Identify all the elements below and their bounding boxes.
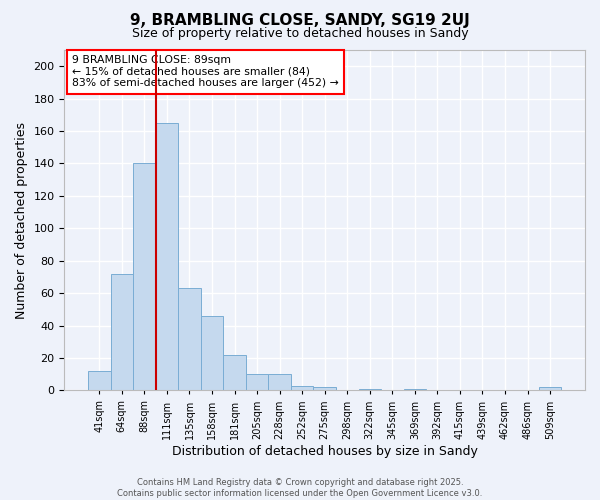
Bar (246, 374, 268, 390)
Bar (313, 387, 336, 390)
Bar (223, 355, 246, 390)
Bar (133, 164, 155, 390)
Text: 9, BRAMBLING CLOSE, SANDY, SG19 2UJ: 9, BRAMBLING CLOSE, SANDY, SG19 2UJ (130, 12, 470, 28)
Bar (88, 371, 110, 390)
Bar (201, 316, 223, 390)
Bar (268, 374, 291, 390)
Bar (178, 288, 201, 390)
Text: Size of property relative to detached houses in Sandy: Size of property relative to detached ho… (131, 28, 469, 40)
Text: 9 BRAMBLING CLOSE: 89sqm
← 15% of detached houses are smaller (84)
83% of semi-d: 9 BRAMBLING CLOSE: 89sqm ← 15% of detach… (72, 55, 339, 88)
Bar (110, 274, 133, 390)
Bar (404, 389, 426, 390)
Bar (359, 389, 381, 390)
Text: Contains HM Land Registry data © Crown copyright and database right 2025.
Contai: Contains HM Land Registry data © Crown c… (118, 478, 482, 498)
Bar (155, 123, 178, 390)
X-axis label: Distribution of detached houses by size in Sandy: Distribution of detached houses by size … (172, 444, 478, 458)
Y-axis label: Number of detached properties: Number of detached properties (15, 122, 28, 318)
Bar (291, 386, 313, 390)
Bar (539, 387, 562, 390)
